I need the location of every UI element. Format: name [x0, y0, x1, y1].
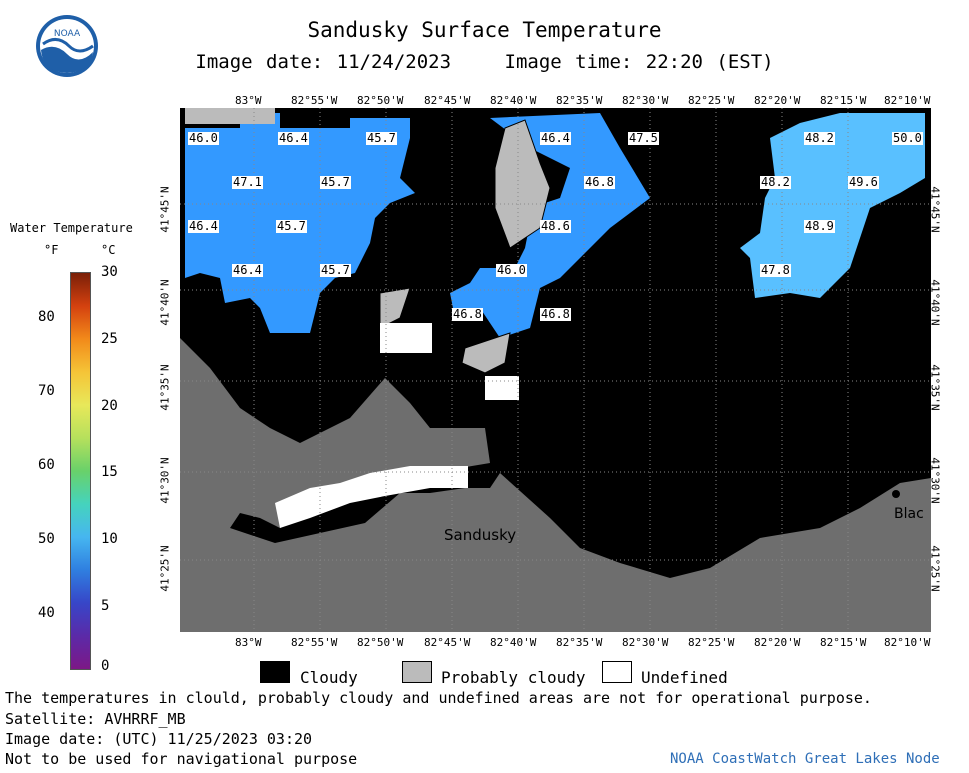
c-tick: 25 [101, 331, 118, 347]
place-label-sandusky: Sandusky [444, 526, 517, 544]
temperature-colorbar [70, 272, 91, 670]
lon-label: 82°55'W [291, 636, 338, 649]
cloudy-label: Cloudy [300, 668, 358, 687]
svg-text:NOAA: NOAA [54, 29, 81, 39]
f-tick: 40 [38, 605, 55, 621]
legend-unit-c: °C [101, 243, 116, 257]
f-tick: 50 [38, 531, 55, 547]
temp-label: 48.2 [804, 131, 835, 145]
lon-label: 82°55'W [291, 94, 338, 107]
temp-label: 46.0 [188, 131, 219, 145]
lon-label: 83°W [235, 94, 262, 107]
undefined-label: Undefined [641, 668, 728, 687]
lon-label: 82°20'W [754, 94, 801, 107]
lon-label: 82°45'W [424, 636, 471, 649]
f-tick: 70 [38, 383, 55, 399]
undefined-swatch [602, 661, 632, 683]
legend-unit-f: °F [44, 243, 59, 257]
disclaimer-text: The temperatures in clould, probably clo… [5, 689, 872, 707]
temp-label: 45.7 [320, 175, 351, 189]
temp-label: 48.9 [804, 219, 835, 233]
lon-label: 82°50'W [357, 94, 404, 107]
f-tick: 80 [38, 309, 55, 325]
temp-label: 48.2 [760, 175, 791, 189]
noaa-logo: NOAA [35, 14, 99, 78]
temp-label: 45.7 [276, 219, 307, 233]
satellite-text: Satellite: AVHRRF_MB [5, 710, 186, 728]
undefined-area [275, 466, 468, 528]
graticule [180, 108, 931, 632]
temp-label: 46.8 [540, 307, 571, 321]
temp-label: 48.6 [540, 219, 571, 233]
image-time: Image time: 22:20 (EST) [504, 51, 774, 73]
c-tick: 30 [101, 264, 118, 280]
undefined-area [485, 376, 519, 400]
black-river-marker [892, 490, 900, 498]
lon-label: 82°50'W [357, 636, 404, 649]
lat-label: 41°35'N [158, 364, 172, 411]
map-canvas [180, 108, 931, 632]
lon-label: 82°20'W [754, 636, 801, 649]
utc-date-text: Image date: (UTC) 11/25/2023 03:20 [5, 730, 313, 748]
lon-label: 82°40'W [490, 636, 537, 649]
cloudy-swatch [260, 661, 290, 683]
probably-cloudy-area [461, 332, 511, 374]
lon-label: 82°40'W [490, 94, 537, 107]
lon-label: 82°25'W [688, 94, 735, 107]
undefined-area [380, 323, 432, 353]
lon-label: 82°35'W [556, 636, 603, 649]
temp-label: 46.4 [188, 219, 219, 233]
c-tick: 20 [101, 398, 118, 414]
legend-title: Water Temperature [10, 221, 133, 235]
temp-label: 46.0 [496, 263, 527, 277]
lon-label: 82°35'W [556, 94, 603, 107]
c-tick: 15 [101, 464, 118, 480]
place-label-black-river: Blac [894, 506, 924, 522]
lon-label: 83°W [235, 636, 262, 649]
probably-cloudy-label: Probably cloudy [441, 668, 586, 687]
lon-label: 82°10'W [884, 636, 931, 649]
lon-label: 82°45'W [424, 94, 471, 107]
c-tick: 5 [101, 598, 110, 614]
temp-label: 46.4 [278, 131, 309, 145]
lon-label: 82°15'W [820, 636, 867, 649]
temp-label: 49.6 [848, 175, 879, 189]
temp-label: 46.8 [452, 307, 483, 321]
lat-label: 41°30'N [158, 457, 172, 504]
lon-label: 82°25'W [688, 636, 735, 649]
c-tick: 10 [101, 531, 118, 547]
coastwatch-node-link[interactable]: NOAA CoastWatch Great Lakes Node [670, 751, 940, 767]
temp-label: 46.4 [540, 131, 571, 145]
lon-label: 82°15'W [820, 94, 867, 107]
temp-label: 46.8 [584, 175, 615, 189]
temp-label: 47.8 [760, 263, 791, 277]
lon-label: 82°10'W [884, 94, 931, 107]
c-tick: 0 [101, 658, 110, 674]
temp-label: 47.5 [628, 131, 659, 145]
water-east [740, 113, 925, 298]
land-area [180, 338, 931, 632]
page-title: Sandusky Surface Temperature [307, 18, 662, 42]
temp-label: 45.7 [320, 263, 351, 277]
lat-label: 41°40'N [158, 279, 172, 326]
lon-label: 82°30'W [622, 94, 669, 107]
probably-cloudy-swatch [402, 661, 432, 683]
image-date: Image date: 11/24/2023 [195, 51, 452, 73]
temp-label: 45.7 [366, 131, 397, 145]
lat-label: 41°45'N [158, 186, 172, 233]
navigation-warning: Not to be used for navigational purpose [5, 750, 358, 768]
lat-label: 41°25'N [158, 545, 172, 592]
image-datetime: Image date: 11/24/2023 Image time: 22:20… [0, 51, 969, 73]
probably-cloudy-area [185, 108, 275, 124]
f-tick: 60 [38, 457, 55, 473]
temp-label: 50.0 [892, 131, 923, 145]
temp-label: 46.4 [232, 263, 263, 277]
temperature-map: 46.0 46.4 45.7 47.1 45.7 46.4 45.7 46.4 … [180, 108, 931, 632]
lon-label: 82°30'W [622, 636, 669, 649]
temp-label: 47.1 [232, 175, 263, 189]
